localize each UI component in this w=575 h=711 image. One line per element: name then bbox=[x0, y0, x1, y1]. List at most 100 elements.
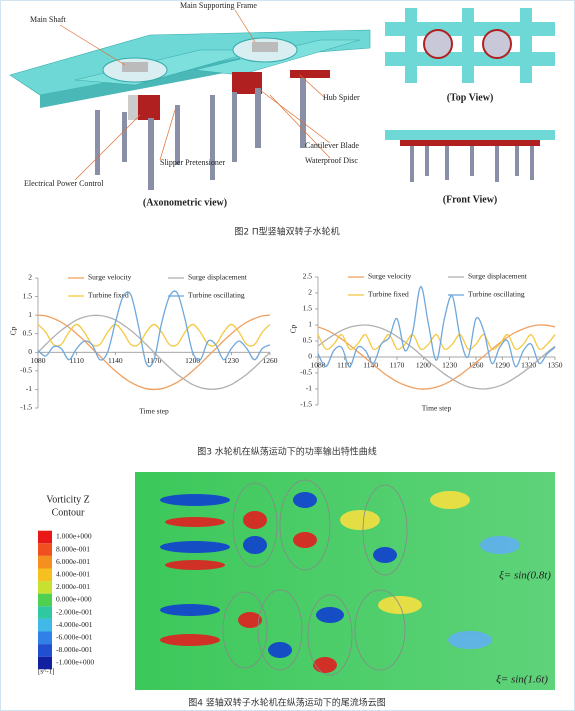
colorbar-unit: [s^-1] bbox=[38, 668, 55, 676]
x-tick-label: 1110 bbox=[337, 361, 352, 370]
label-hub-spider: Hub Spider bbox=[323, 93, 360, 102]
x-tick-label: 1230 bbox=[442, 361, 457, 370]
colorbar-label: -6.000e-001 bbox=[56, 633, 93, 642]
top-view-drawing bbox=[385, 8, 555, 83]
y-tick-label: 1 bbox=[308, 320, 312, 329]
y-tick-label: 2 bbox=[308, 288, 312, 297]
colorbar-swatch bbox=[38, 631, 52, 645]
x-tick-label: 1170 bbox=[390, 361, 405, 370]
series-line bbox=[37, 323, 271, 347]
x-tick-label: 1110 bbox=[69, 356, 84, 365]
colorbar-swatch bbox=[38, 568, 52, 582]
series-line bbox=[37, 314, 271, 390]
colorbar-swatch bbox=[38, 581, 52, 594]
x-tick-label: 1140 bbox=[108, 356, 123, 365]
label-waterproof-disc: Waterproof Disc bbox=[305, 156, 358, 165]
view-title: (Axonometric view) bbox=[143, 197, 227, 208]
axonometric-drawing bbox=[9, 29, 371, 190]
legend-label: Turbine fixed bbox=[88, 291, 129, 300]
caption: 图4 竖轴双转子水轮机在纵荡运动下的尾流场云图 bbox=[188, 697, 386, 709]
legend-label: Turbine oscillating bbox=[188, 291, 245, 300]
label-cantilever-blade: Cantilever Blade bbox=[305, 141, 359, 150]
x-tick-label: 1260 bbox=[263, 356, 278, 365]
y-axis-label: Cp bbox=[289, 324, 298, 333]
legend-label: Surge displacement bbox=[188, 273, 248, 282]
x-tick-label: 1200 bbox=[185, 356, 200, 365]
y-tick-label: 1.5 bbox=[23, 291, 33, 300]
x-tick-label: 1320 bbox=[521, 361, 536, 370]
x-tick-label: 1080 bbox=[311, 361, 326, 370]
caption: 图2 Π型竖轴双转子水轮机 bbox=[234, 226, 339, 238]
x-tick-label: 1350 bbox=[548, 361, 563, 370]
x-tick-label: 1200 bbox=[416, 361, 431, 370]
y-axis-label: Cp bbox=[9, 326, 18, 335]
y-tick-label: 2 bbox=[28, 273, 32, 282]
annotation: ξ= sin(1.6t) bbox=[496, 674, 548, 686]
view-title: (Top View) bbox=[447, 92, 494, 103]
colorbar-swatch bbox=[38, 593, 52, 607]
x-tick-label: 1290 bbox=[495, 361, 510, 370]
colorbar-label: -2.000e-001 bbox=[56, 607, 93, 616]
colorbar-swatch bbox=[38, 530, 52, 544]
colorbar-swatch bbox=[38, 606, 52, 619]
y-tick-label: 1 bbox=[28, 310, 32, 319]
label-main-shaft: Main Shaft bbox=[30, 15, 67, 24]
y-tick-label: 0.5 bbox=[23, 328, 33, 337]
y-tick-label: -1.5 bbox=[20, 403, 32, 412]
y-tick-label: 0 bbox=[28, 347, 32, 356]
y-tick-label: 1.5 bbox=[303, 304, 313, 313]
y-tick-label: -0.5 bbox=[20, 366, 32, 375]
annotation: ξ= sin(0.8t) bbox=[499, 570, 551, 582]
y-tick-label: -1.5 bbox=[300, 400, 312, 409]
x-tick-label: 1140 bbox=[363, 361, 378, 370]
colorbar-swatch bbox=[38, 618, 52, 632]
colorbar-title: Contour bbox=[52, 507, 85, 518]
legend-label: Turbine oscillating bbox=[468, 290, 525, 299]
colorbar-label: 8.000e-001 bbox=[56, 544, 90, 553]
label-main-frame: Main Supporting Frame bbox=[180, 1, 257, 10]
colorbar-label: 2.000e-001 bbox=[56, 582, 90, 591]
colorbar-swatch bbox=[38, 644, 52, 657]
series-line bbox=[317, 285, 556, 368]
series-line bbox=[37, 290, 271, 368]
colorbar-label: 0.000e+000 bbox=[56, 595, 92, 604]
colorbar-swatch bbox=[38, 543, 52, 556]
series-line bbox=[317, 324, 556, 390]
series-line bbox=[317, 324, 556, 390]
contour-plot bbox=[135, 472, 555, 690]
x-axis-label: Time step bbox=[139, 407, 169, 416]
legend-label: Turbine fixed bbox=[368, 290, 409, 299]
x-tick-label: 1260 bbox=[469, 361, 484, 370]
leader-lines bbox=[59, 9, 331, 181]
label-electrical: Electrical Power Control bbox=[24, 179, 104, 188]
front-view-drawing bbox=[385, 130, 555, 182]
legend-label: Surge velocity bbox=[88, 273, 132, 282]
series-line bbox=[317, 333, 556, 350]
x-tick-label: 1230 bbox=[224, 356, 239, 365]
colorbar-label: -8.000e-001 bbox=[56, 645, 93, 654]
colorbar-label: 1.000e+000 bbox=[56, 532, 92, 541]
colorbar-title: Vorticity Z bbox=[46, 494, 89, 505]
colorbar-label: -1.000e+000 bbox=[56, 658, 94, 667]
colorbar-label: 4.000e-001 bbox=[56, 570, 90, 579]
colorbar-label: 6.000e-001 bbox=[56, 557, 90, 566]
y-tick-label: -1 bbox=[306, 384, 312, 393]
y-tick-label: -1 bbox=[26, 384, 32, 393]
view-title: (Front View) bbox=[443, 194, 498, 205]
y-tick-label: -0.5 bbox=[300, 368, 312, 377]
legend-label: Surge displacement bbox=[468, 272, 528, 281]
x-tick-label: 1080 bbox=[31, 356, 46, 365]
legend-label: Surge velocity bbox=[368, 272, 412, 281]
colorbar-swatch bbox=[38, 555, 52, 569]
colorbar-label: -4.000e-001 bbox=[56, 620, 93, 629]
colorbar: 1.000e+000 8.000e-001 6.000e-001 4.000e-001… bbox=[38, 530, 94, 670]
caption: 图3 水轮机在纵荡运动下的功率输出特性曲线 bbox=[197, 446, 377, 458]
label-slipper: Slipper Pretensioner bbox=[160, 158, 225, 167]
y-tick-label: 2.5 bbox=[303, 272, 313, 281]
x-axis-label: Time step bbox=[422, 404, 452, 413]
colorbar-swatch bbox=[38, 656, 52, 670]
series-line bbox=[37, 314, 271, 391]
y-tick-label: 0 bbox=[308, 352, 312, 361]
